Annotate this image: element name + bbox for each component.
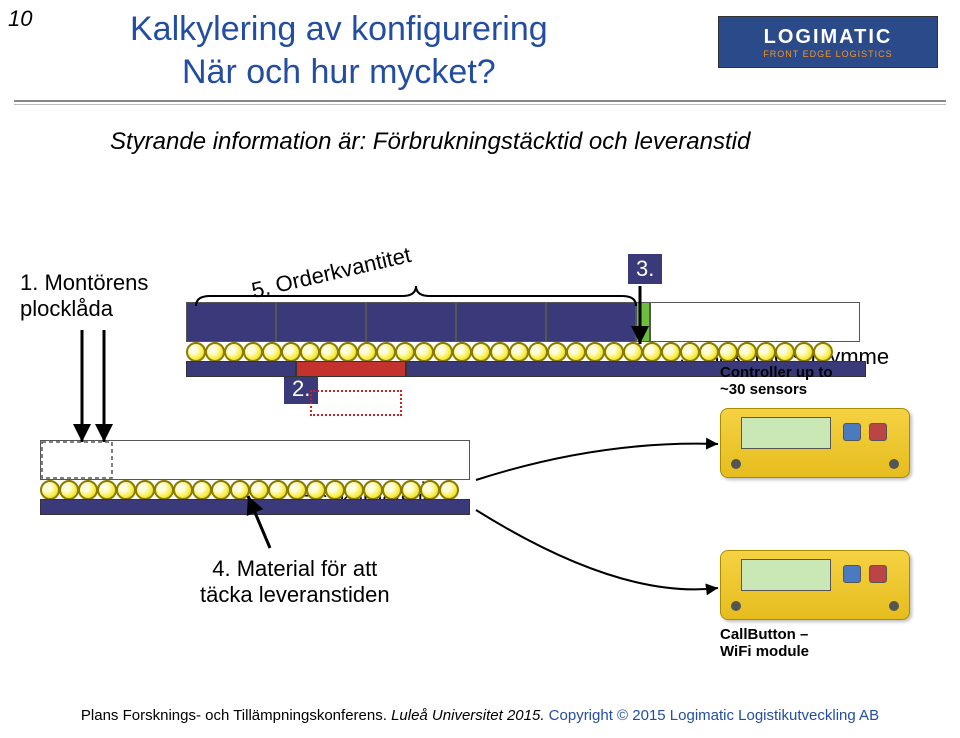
- device-button-blue: [843, 565, 861, 583]
- page-title: Kalkylering av konfigurering När och hur…: [130, 8, 548, 93]
- footer-copyright: Copyright © 2015 Logimatic Logistikutvec…: [549, 707, 879, 724]
- logo-tagline: FRONT EDGE LOGISTICS: [763, 49, 892, 59]
- callout-3: 3.: [628, 254, 662, 284]
- label-order-qty: 5. Orderkvantitet: [249, 242, 413, 304]
- footer-mid: Luleå Universitet 2015.: [391, 707, 549, 724]
- device-button-blue: [843, 423, 861, 441]
- title-line-2: När och hur mycket?: [130, 51, 548, 94]
- controller-device: [720, 408, 910, 478]
- callbutton-device: [720, 550, 910, 620]
- material-l1: 4. Material för att: [200, 556, 390, 582]
- footer: Plans Forsknings- och Tillämpningskonfer…: [0, 707, 960, 724]
- device-button-red: [869, 423, 887, 441]
- footer-left: Plans Forsknings- och Tillämpningskonfer…: [81, 707, 387, 724]
- device-screen: [741, 559, 831, 591]
- brand-logo: LOGIMATIC FRONT EDGE LOGISTICS: [718, 16, 938, 68]
- controller-label: Controller up to ~30 sensors: [720, 364, 833, 398]
- divider-thin: [14, 104, 946, 105]
- device-screen: [741, 417, 831, 449]
- controller-label-l1: Controller up to: [720, 364, 833, 381]
- device-knob: [731, 459, 741, 469]
- callbutton-label-l2: WiFi module: [720, 643, 809, 660]
- callbutton-label-l1: CallButton –: [720, 626, 809, 643]
- device-knob: [889, 459, 899, 469]
- rack-upper-rollers: [186, 342, 866, 362]
- device-button-red: [869, 565, 887, 583]
- logo-brand: LOGIMATIC: [764, 26, 893, 49]
- material-l2: täcka leveranstiden: [200, 582, 390, 608]
- rack-lower-band: [40, 499, 470, 515]
- device-knob: [731, 601, 741, 611]
- red-dashed-highlight: [310, 390, 402, 416]
- rack-lower-lane: [40, 440, 470, 480]
- title-line-1: Kalkylering av konfigurering: [130, 8, 548, 51]
- callbutton-label: CallButton – WiFi module: [720, 626, 809, 660]
- controller-label-l2: ~30 sensors: [720, 381, 833, 398]
- rack-lower-rollers: [40, 480, 470, 500]
- rack-lower: [40, 440, 470, 515]
- subtitle: Styrande information är: Förbrukningstäc…: [110, 128, 750, 156]
- divider: [14, 100, 946, 102]
- page-number: 10: [8, 6, 32, 32]
- label-material: 4. Material för att täcka leveranstiden: [200, 556, 390, 608]
- label-plocklada: 1. Montörensplocklåda: [20, 270, 148, 322]
- rack-upper-lanes: [186, 302, 866, 342]
- device-knob: [889, 601, 899, 611]
